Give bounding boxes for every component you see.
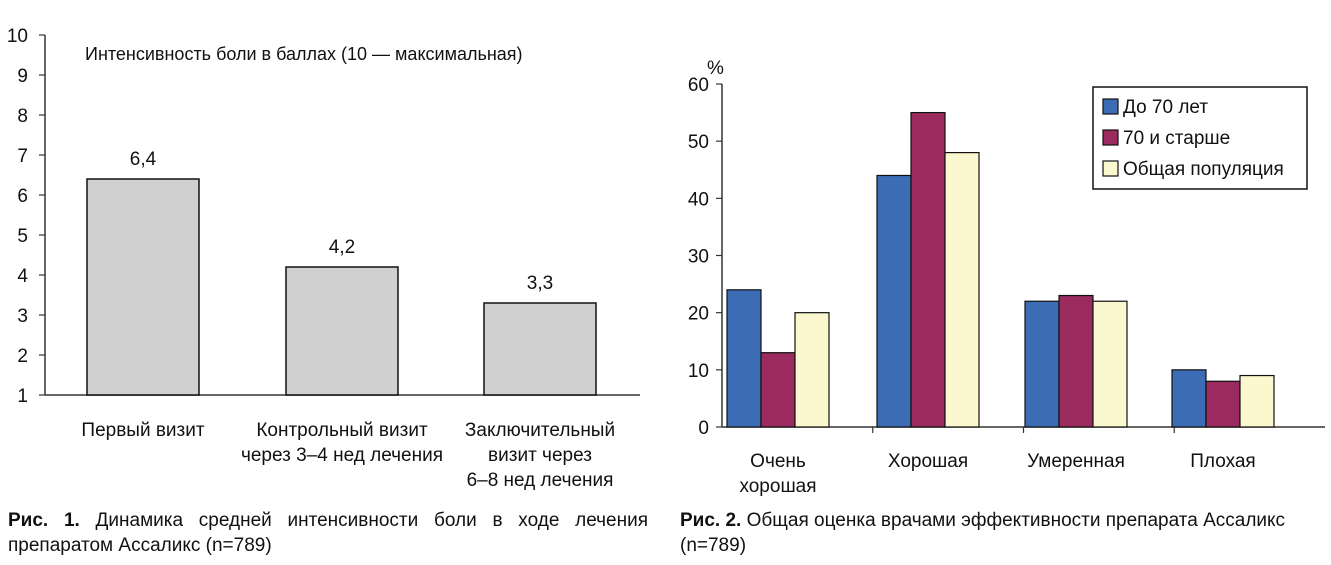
chart1-category-label: Заключительный xyxy=(465,420,615,441)
chart1-bar xyxy=(285,266,399,396)
chart1-bar xyxy=(86,178,200,396)
figure-2-caption-text: Общая оценка врачами эффективности препа… xyxy=(680,510,1286,556)
chart2-legend-swatch xyxy=(1102,160,1119,177)
chart2-bar xyxy=(944,152,980,428)
chart1-category-label: Контрольный визит xyxy=(256,420,428,441)
chart2-legend-box xyxy=(1092,86,1308,190)
chart2-legend-label: 70 и старше xyxy=(1123,128,1230,149)
chart2-legend: До 70 лет 70 и старше Общая популяция xyxy=(1092,86,1308,190)
chart2-category-label: Очень xyxy=(750,451,806,472)
chart2-y-tick-label: 30 xyxy=(688,247,709,268)
figure-2-label: Рис. 2. xyxy=(680,510,742,531)
chart2-legend-label: Общая популяция xyxy=(1123,159,1284,180)
chart2-bar xyxy=(910,111,946,428)
figure-1-caption: Рис. 1. Динамика средней интенсивности б… xyxy=(8,508,648,558)
figure-1-caption-text: Динамика средней интенсивности боли в хо… xyxy=(8,510,649,556)
chart1-y-tick-label: 6 xyxy=(17,186,28,207)
chart2-bar xyxy=(1058,294,1094,428)
chart2-bar xyxy=(760,352,796,428)
chart2-category-label: Умеренная xyxy=(1027,451,1125,472)
chart1-data-label: 6,4 xyxy=(130,149,157,170)
figure-2-caption: Рис. 2. Общая оценка врачами эффективнос… xyxy=(680,508,1325,558)
chart1-category-label: Первый визит xyxy=(81,420,204,441)
chart2-legend-label: До 70 лет xyxy=(1123,97,1208,118)
figure-1-label: Рис. 1. xyxy=(8,510,80,531)
chart1-y-tick-label: 9 xyxy=(17,66,28,87)
chart1-y-tick-label: 8 xyxy=(17,106,28,127)
chart1-category-label: 6–8 нед лечения xyxy=(467,470,614,491)
chart2-bar xyxy=(1239,374,1275,428)
chart2-y-tick-label: 20 xyxy=(688,304,709,325)
chart1-bar xyxy=(483,302,597,396)
chart2-bar xyxy=(794,312,830,428)
chart2-y-tick-label: 40 xyxy=(688,189,709,210)
chart1-y-tick-label: 2 xyxy=(17,346,28,367)
chart2-bar xyxy=(1024,300,1060,428)
chart2-bar xyxy=(1205,380,1241,428)
chart1-y-tick-label: 10 xyxy=(7,26,28,47)
chart1-y-tick-label: 4 xyxy=(17,266,28,287)
chart2-bar xyxy=(726,289,762,428)
chart2-bar xyxy=(1092,300,1128,428)
effectiveness-rating-chart: % 0 10 20 30 40 50 60 Очень хорошая Хорошая Умере… xyxy=(688,58,1325,497)
chart2-bar xyxy=(1171,369,1207,428)
chart2-bar xyxy=(876,174,912,428)
chart1-y-tick-label: 1 xyxy=(17,386,28,407)
chart1-y-tick-label: 7 xyxy=(17,146,28,167)
chart2-category-label: Плохая xyxy=(1190,451,1255,472)
chart2-y-unit-label: % xyxy=(707,58,724,79)
chart2-legend-swatch xyxy=(1102,129,1119,146)
chart1-data-label: 3,3 xyxy=(527,273,553,294)
chart1-y-tick-label: 3 xyxy=(17,306,28,327)
chart2-y-tick-label: 60 xyxy=(688,75,709,96)
chart1-data-label: 4,2 xyxy=(329,237,355,258)
chart2-legend-swatch xyxy=(1102,98,1119,115)
pain-intensity-chart: Интенсивность боли в баллах (10 — максим… xyxy=(7,26,640,491)
chart2-category-label: Хорошая xyxy=(888,451,968,472)
chart1-y-tick-label: 5 xyxy=(17,226,28,247)
chart2-y-tick-label: 50 xyxy=(688,132,709,153)
chart2-category-label: хорошая xyxy=(739,476,816,497)
chart2-y-tick-label: 0 xyxy=(698,418,709,439)
chart2-y-tick-label: 10 xyxy=(688,361,709,382)
chart1-category-label: визит через xyxy=(488,445,592,466)
chart1-category-label: через 3–4 нед лечения xyxy=(241,445,443,466)
chart1-title: Интенсивность боли в баллах (10 — максим… xyxy=(85,44,523,64)
